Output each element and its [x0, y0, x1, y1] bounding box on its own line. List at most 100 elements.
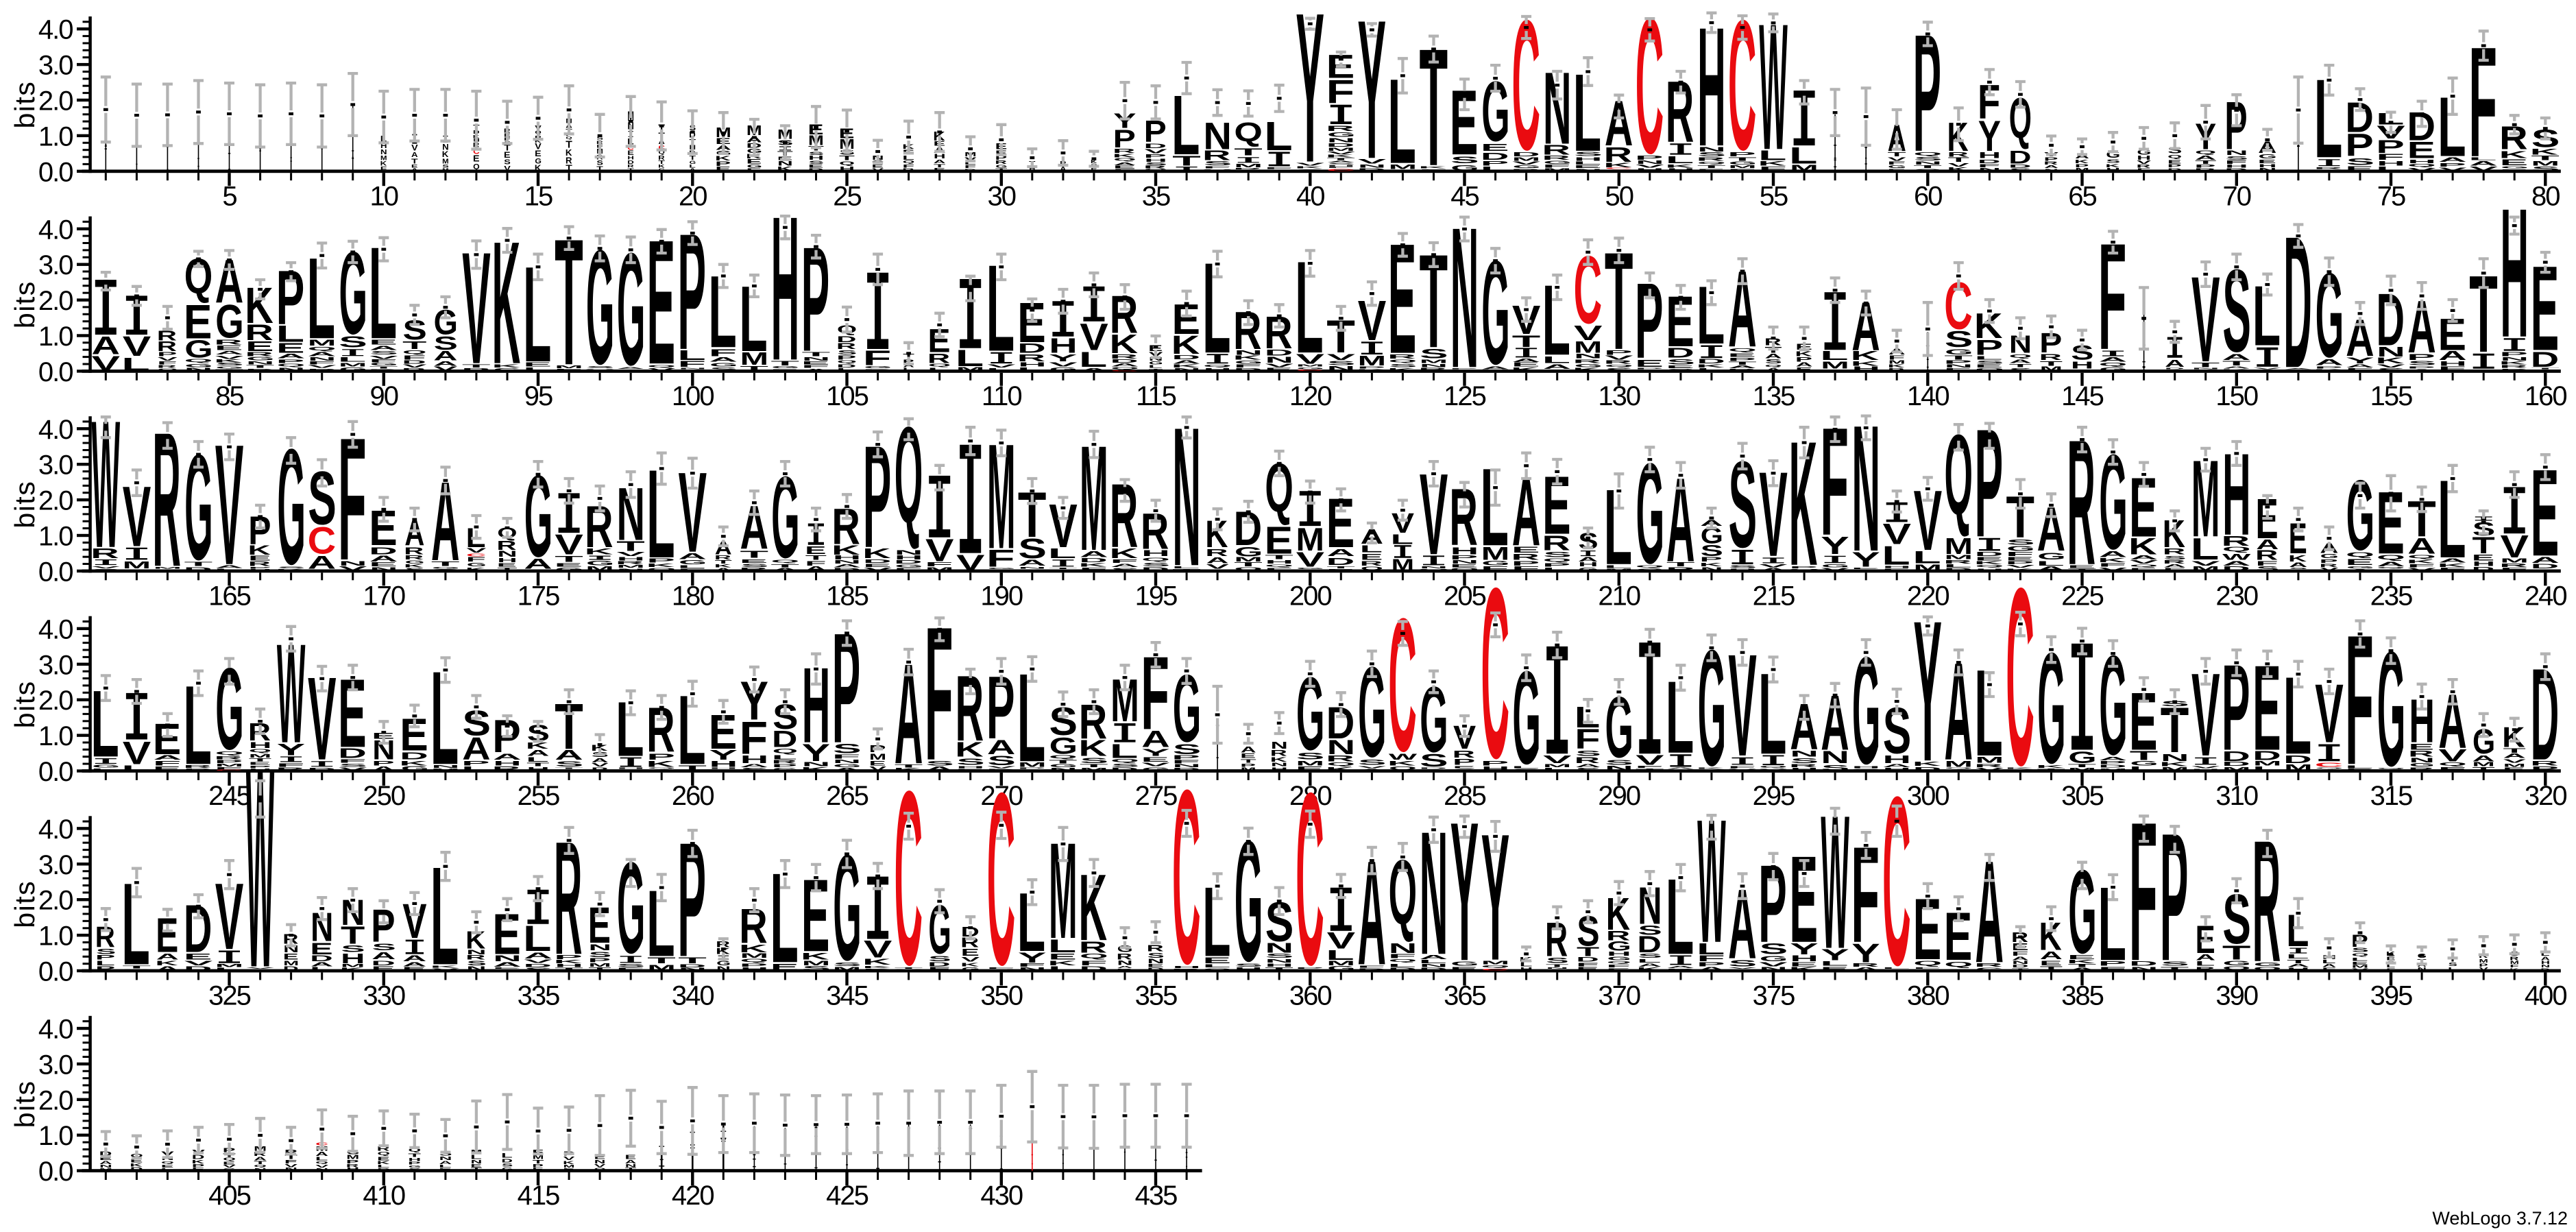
svg-text:N: N — [1265, 169, 1293, 171]
svg-text:bits: bits — [9, 280, 40, 328]
svg-text:M: M — [283, 960, 299, 967]
svg-text:R: R — [157, 365, 177, 369]
svg-text:P: P — [1789, 566, 1817, 569]
svg-text:L: L — [338, 357, 366, 363]
svg-text:S: S — [1574, 152, 1602, 158]
svg-text:V: V — [339, 767, 367, 772]
svg-text:R: R — [492, 765, 521, 771]
svg-text:A: A — [2165, 370, 2185, 371]
svg-text:E: E — [1091, 167, 1097, 172]
svg-text:L: L — [1387, 963, 1415, 967]
svg-text:H: H — [987, 969, 1016, 971]
svg-text:70: 70 — [2223, 181, 2251, 211]
svg-text:E: E — [1882, 568, 1910, 572]
svg-text:S: S — [1701, 542, 1723, 560]
svg-text:55: 55 — [1760, 181, 1788, 211]
svg-text:H: H — [1666, 769, 1695, 771]
svg-text:L: L — [1048, 936, 1076, 956]
svg-text:L: L — [1604, 565, 1632, 569]
svg-text:H: H — [1265, 559, 1294, 564]
svg-text:E: E — [1113, 165, 1136, 169]
svg-text:S: S — [1790, 757, 1819, 764]
svg-text:R: R — [2314, 167, 2343, 169]
svg-text:T: T — [2040, 360, 2063, 367]
svg-text:G: G — [659, 167, 666, 171]
svg-text:T: T — [1234, 147, 1262, 158]
svg-text:K: K — [535, 139, 542, 143]
svg-text:F: F — [1727, 765, 1755, 769]
svg-text:M: M — [1888, 359, 1906, 365]
svg-text:255: 255 — [518, 781, 559, 811]
svg-text:V: V — [2253, 367, 2282, 370]
svg-text:H: H — [2287, 967, 2309, 971]
svg-text:P: P — [1296, 967, 1324, 969]
svg-text:D: D — [2531, 347, 2560, 372]
svg-text:A: A — [2040, 950, 2063, 962]
svg-text:V: V — [2470, 166, 2499, 172]
svg-text:S: S — [987, 753, 1015, 768]
svg-text:F: F — [2438, 567, 2466, 572]
svg-text:A: A — [2322, 963, 2337, 968]
svg-text:G: G — [1049, 764, 1078, 769]
svg-text:Q: Q — [473, 162, 480, 171]
svg-text:F: F — [2098, 562, 2126, 568]
svg-text:Q: Q — [315, 1160, 328, 1164]
svg-text:K: K — [801, 951, 829, 961]
svg-text:P: P — [863, 369, 891, 372]
svg-text:S: S — [524, 967, 552, 971]
svg-text:E: E — [283, 952, 299, 961]
svg-text:H: H — [249, 768, 271, 771]
svg-text:N: N — [1759, 966, 1788, 971]
svg-text:N: N — [1049, 767, 1078, 771]
svg-text:4.0: 4.0 — [38, 215, 73, 245]
svg-text:G: G — [1945, 769, 1973, 771]
svg-text:E: E — [627, 149, 634, 156]
svg-text:R: R — [377, 1146, 390, 1152]
svg-text:L: L — [1882, 540, 1910, 570]
svg-text:H: H — [956, 765, 985, 769]
svg-text:N: N — [802, 356, 831, 361]
svg-text:A: A — [433, 348, 457, 363]
svg-text:H: H — [1697, 769, 1726, 771]
svg-text:N: N — [284, 1167, 297, 1171]
svg-text:P: P — [2075, 163, 2089, 169]
svg-text:G: G — [2259, 153, 2277, 159]
svg-text:A: A — [2195, 155, 2216, 161]
svg-text:L: L — [677, 348, 705, 363]
svg-text:T: T — [184, 561, 213, 567]
svg-text:T: T — [2503, 747, 2527, 754]
svg-text:T: T — [1049, 760, 1077, 765]
svg-text:E: E — [1450, 564, 1478, 568]
svg-text:T: T — [1326, 158, 1354, 161]
svg-text:C: C — [987, 742, 1016, 1016]
svg-text:M: M — [1327, 960, 1356, 967]
svg-text:F: F — [1887, 160, 1906, 165]
svg-text:M: M — [1976, 756, 2004, 764]
svg-text:A: A — [215, 564, 243, 568]
svg-text:V: V — [1206, 564, 1229, 570]
svg-text:E: E — [1790, 961, 1819, 967]
svg-text:D: D — [1638, 931, 1662, 957]
svg-text:H: H — [1145, 158, 1167, 162]
svg-text:T: T — [1666, 561, 1694, 568]
svg-text:N: N — [1574, 168, 1603, 171]
svg-text:N: N — [625, 1163, 637, 1168]
svg-text:R: R — [1606, 928, 1630, 943]
svg-text:3.0: 3.0 — [38, 250, 73, 280]
svg-text:E: E — [1573, 165, 1601, 169]
svg-text:P: P — [740, 963, 768, 968]
svg-text:E: E — [184, 952, 212, 961]
svg-text:W: W — [1389, 752, 1418, 761]
svg-text:C: C — [308, 519, 337, 561]
svg-text:E: E — [1975, 556, 2004, 561]
svg-text:W: W — [277, 614, 306, 773]
svg-text:S: S — [740, 767, 769, 771]
svg-text:V: V — [1976, 767, 2004, 771]
svg-text:Q: Q — [277, 363, 305, 367]
svg-text:P: P — [2407, 365, 2435, 369]
svg-text:R: R — [1573, 358, 1601, 364]
svg-text:M: M — [1080, 415, 1108, 582]
svg-text:Q: Q — [1976, 368, 2004, 372]
svg-text:T: T — [678, 370, 706, 371]
svg-text:300: 300 — [1907, 781, 1949, 811]
